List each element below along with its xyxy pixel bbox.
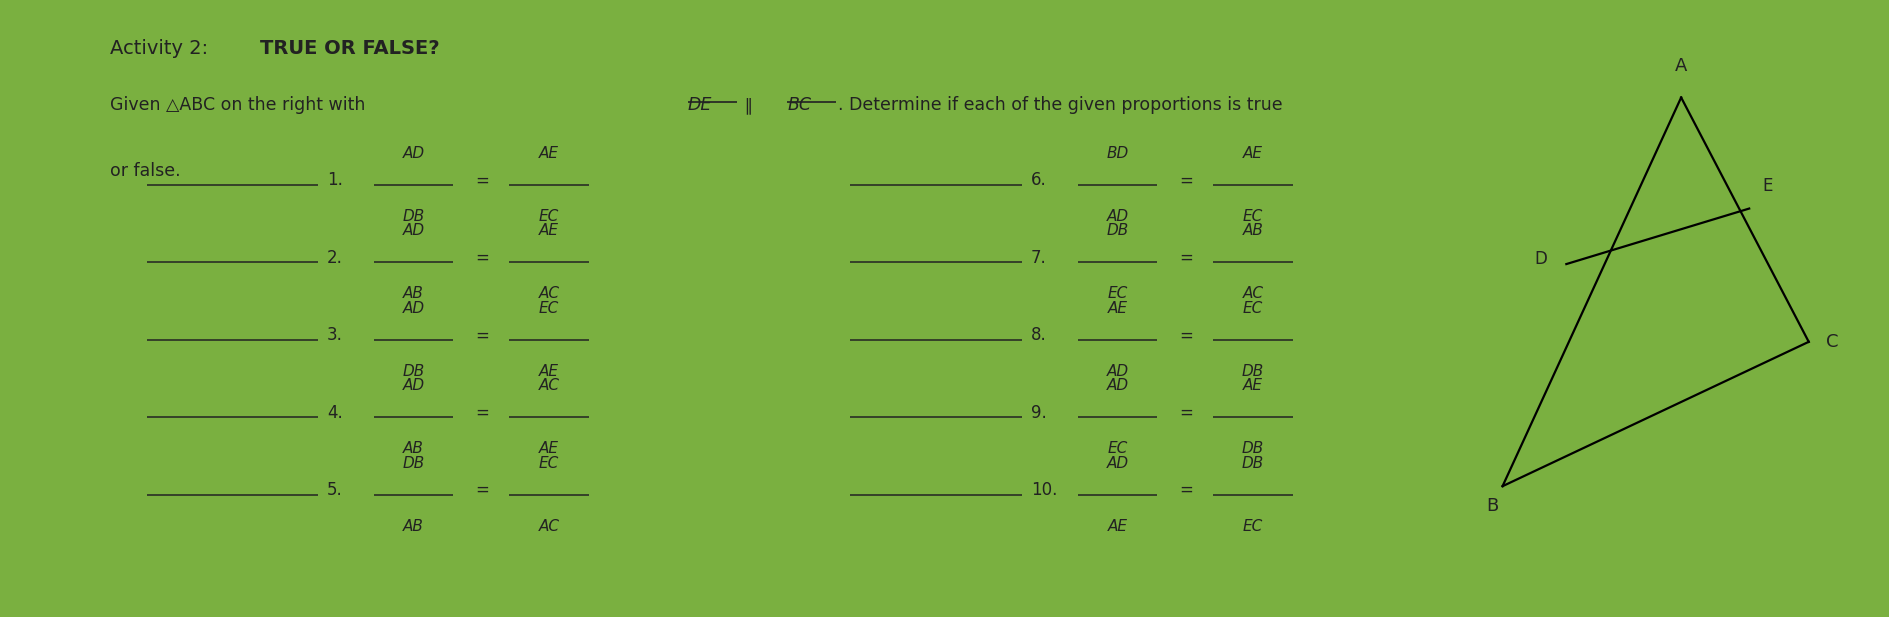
Text: =: = bbox=[1179, 404, 1192, 421]
Text: EC: EC bbox=[1243, 519, 1262, 534]
Text: AE: AE bbox=[538, 146, 559, 161]
Text: =: = bbox=[1179, 481, 1192, 499]
Text: AE: AE bbox=[538, 223, 559, 238]
Text: TRUE OR FALSE?: TRUE OR FALSE? bbox=[261, 39, 440, 57]
Text: EC: EC bbox=[538, 300, 559, 316]
Text: EC: EC bbox=[1107, 286, 1128, 302]
Text: AE: AE bbox=[1243, 378, 1262, 393]
Text: AD: AD bbox=[1105, 378, 1128, 393]
Text: AB: AB bbox=[402, 519, 423, 534]
Text: AB: AB bbox=[1241, 223, 1262, 238]
Text: DB: DB bbox=[1241, 456, 1264, 471]
Text: =: = bbox=[474, 481, 489, 499]
Text: AE: AE bbox=[538, 364, 559, 379]
Text: DB: DB bbox=[1241, 441, 1264, 457]
Text: AC: AC bbox=[1241, 286, 1262, 302]
Text: Activity 2:: Activity 2: bbox=[110, 39, 215, 57]
Text: ∥: ∥ bbox=[739, 96, 757, 114]
Text: 7.: 7. bbox=[1030, 249, 1047, 267]
Text: =: = bbox=[474, 404, 489, 421]
Text: 3.: 3. bbox=[327, 326, 342, 344]
Text: AC: AC bbox=[538, 378, 559, 393]
Text: AD: AD bbox=[402, 300, 425, 316]
Text: AD: AD bbox=[402, 223, 425, 238]
Text: =: = bbox=[1179, 172, 1192, 189]
Text: A: A bbox=[1674, 57, 1687, 75]
Text: EC: EC bbox=[1243, 300, 1262, 316]
Text: AC: AC bbox=[538, 519, 559, 534]
Text: AE: AE bbox=[538, 441, 559, 457]
Text: 4.: 4. bbox=[327, 404, 342, 421]
Text: 9.: 9. bbox=[1030, 404, 1047, 421]
Text: AE: AE bbox=[1107, 300, 1128, 316]
Text: EC: EC bbox=[538, 456, 559, 471]
Text: 5.: 5. bbox=[327, 481, 342, 499]
Text: AE: AE bbox=[1243, 146, 1262, 161]
Text: DB: DB bbox=[402, 456, 425, 471]
Text: =: = bbox=[1179, 249, 1192, 267]
Text: DB: DB bbox=[1241, 364, 1264, 379]
Text: 1.: 1. bbox=[327, 172, 342, 189]
Text: EC: EC bbox=[538, 209, 559, 224]
Text: Given △ABC on the right with: Given △ABC on the right with bbox=[110, 96, 370, 114]
Text: =: = bbox=[474, 326, 489, 344]
Text: AD: AD bbox=[402, 378, 425, 393]
Text: =: = bbox=[474, 249, 489, 267]
Text: B: B bbox=[1485, 497, 1498, 515]
Text: EC: EC bbox=[1243, 209, 1262, 224]
Text: . Determine if each of the given proportions is true: . Determine if each of the given proport… bbox=[837, 96, 1283, 114]
Text: DE: DE bbox=[688, 96, 712, 114]
Text: AD: AD bbox=[402, 146, 425, 161]
Text: DB: DB bbox=[1105, 223, 1128, 238]
Text: =: = bbox=[1179, 326, 1192, 344]
Text: AB: AB bbox=[402, 286, 423, 302]
Text: =: = bbox=[474, 172, 489, 189]
Text: AD: AD bbox=[1105, 456, 1128, 471]
Text: D: D bbox=[1534, 249, 1547, 268]
Text: 8.: 8. bbox=[1030, 326, 1047, 344]
Text: DB: DB bbox=[402, 364, 425, 379]
Text: AD: AD bbox=[1105, 209, 1128, 224]
Text: BC: BC bbox=[788, 96, 810, 114]
Text: AB: AB bbox=[402, 441, 423, 457]
Text: E: E bbox=[1761, 176, 1772, 194]
Text: AC: AC bbox=[538, 286, 559, 302]
Text: EC: EC bbox=[1107, 441, 1128, 457]
Text: 10.: 10. bbox=[1030, 481, 1056, 499]
Text: BD: BD bbox=[1105, 146, 1128, 161]
Text: or false.: or false. bbox=[110, 162, 181, 180]
Text: C: C bbox=[1825, 333, 1838, 351]
Text: AD: AD bbox=[1105, 364, 1128, 379]
Text: 6.: 6. bbox=[1030, 172, 1047, 189]
Text: AE: AE bbox=[1107, 519, 1128, 534]
Text: DB: DB bbox=[402, 209, 425, 224]
Text: 2.: 2. bbox=[327, 249, 342, 267]
